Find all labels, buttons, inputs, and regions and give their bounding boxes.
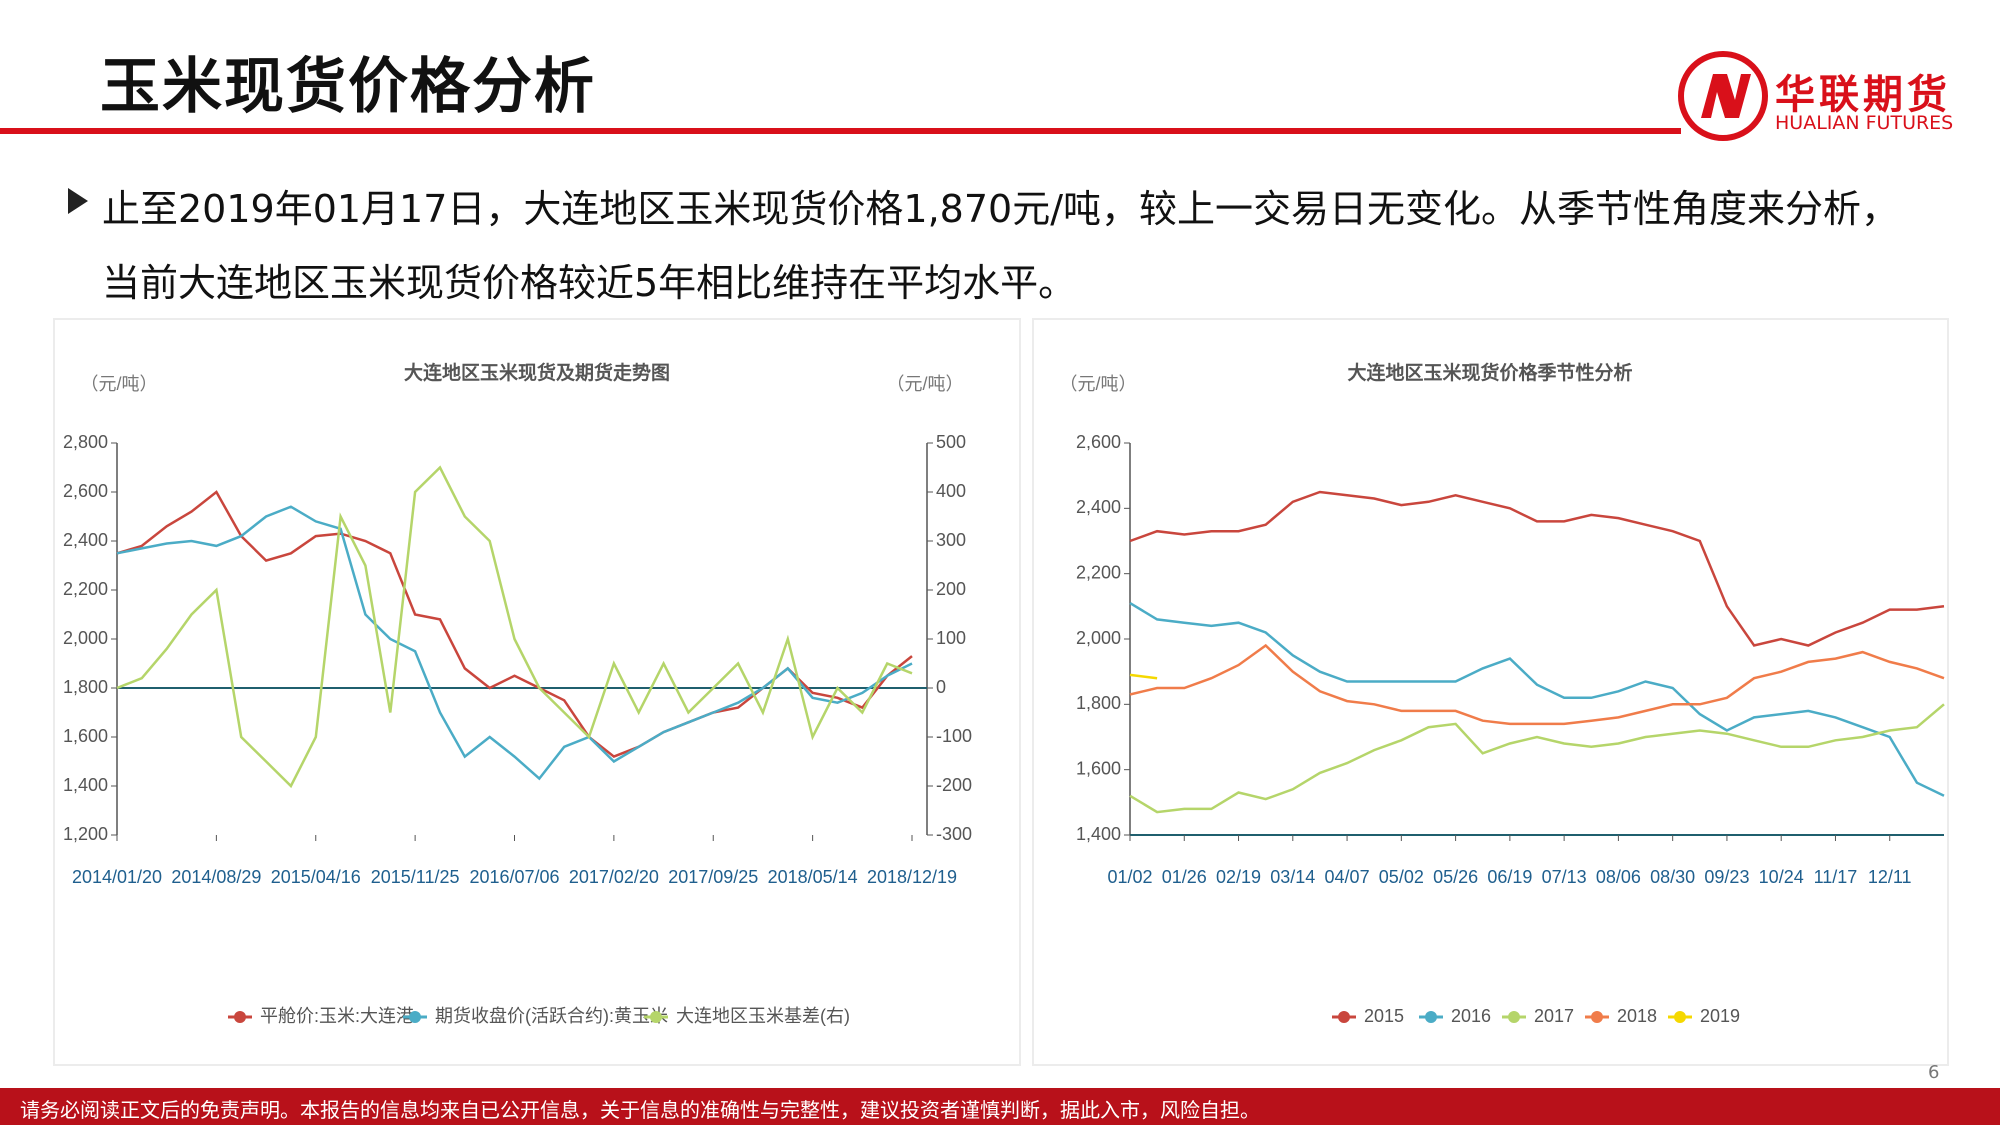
x-tick-label: 10/24	[1759, 867, 1804, 887]
y-tick-label: 1,400	[1076, 824, 1121, 844]
x-tick-label: 2017/09/25	[668, 867, 758, 887]
y-unit: （元/吨）	[80, 374, 157, 394]
legend-dot	[1591, 1011, 1603, 1023]
y2-tick-label: 400	[936, 481, 966, 501]
y-tick-label: 2,800	[63, 432, 108, 452]
series-line	[116, 465, 913, 789]
legend-label: 2019	[1700, 1006, 1740, 1026]
x-tick-label: 11/17	[1814, 867, 1858, 887]
x-tick-label: 04/07	[1325, 867, 1370, 887]
y2-tick-label: 300	[936, 530, 966, 550]
logo-text: 华联期货	[1775, 72, 1951, 118]
y-tick-label: 1,400	[63, 775, 108, 795]
y-tick-label: 2,000	[63, 628, 108, 648]
x-tick-label: 05/26	[1433, 867, 1478, 887]
legend-dot	[1338, 1011, 1350, 1023]
x-tick-label: 08/30	[1650, 867, 1695, 887]
y-tick-label: 2,600	[63, 481, 108, 501]
logo-mark	[1678, 51, 1768, 141]
series-line	[1129, 673, 1158, 680]
x-tick-label: 06/19	[1487, 867, 1532, 887]
x-tick-label: 2014/01/20	[72, 867, 162, 887]
x-tick-label: 01/26	[1162, 867, 1207, 887]
y2-tick-label: -300	[936, 824, 972, 844]
legend-label: 2016	[1451, 1006, 1491, 1026]
x-tick-label: 05/02	[1379, 867, 1424, 887]
legend-label: 期货收盘价(活跃合约):黄玉米	[435, 1006, 668, 1026]
y2-tick-label: -100	[936, 726, 972, 746]
footer-bar	[0, 1088, 2000, 1125]
x-tick-label: 2015/11/25	[371, 867, 460, 887]
y-tick-label: 1,600	[63, 726, 108, 746]
series-line	[1129, 602, 1945, 797]
page-number: 6	[1928, 1062, 1940, 1083]
x-tick-label: 07/13	[1542, 867, 1587, 887]
series-line	[1129, 703, 1945, 814]
series-line	[1129, 490, 1945, 647]
legend-label: 2015	[1364, 1006, 1404, 1026]
legend-label: 2018	[1617, 1006, 1657, 1026]
y-tick-label: 1,200	[63, 824, 108, 844]
y2-tick-label: 200	[936, 579, 966, 599]
x-tick-label: 2014/08/29	[171, 867, 261, 887]
x-tick-label: 2018/05/14	[768, 867, 858, 887]
y-tick-label: 2,000	[1076, 628, 1121, 648]
legend-dot	[1674, 1011, 1686, 1023]
title-rule	[0, 128, 1681, 134]
legend-dot	[1425, 1011, 1437, 1023]
logo-subtext: HUALIAN FUTURES	[1775, 112, 1954, 134]
legend-dot	[234, 1011, 246, 1023]
legend-dot	[409, 1011, 421, 1023]
y2-tick-label: 100	[936, 628, 966, 648]
x-tick-label: 12/11	[1868, 867, 1912, 887]
y-tick-label: 2,200	[1076, 562, 1121, 582]
y-tick-label: 2,600	[1076, 432, 1121, 452]
legend-label: 平舱价:玉米:大连港	[260, 1006, 414, 1026]
bullet-icon	[68, 188, 88, 214]
series-line	[1129, 643, 1945, 726]
y2-tick-label: 0	[936, 677, 946, 697]
x-tick-label: 03/14	[1270, 867, 1315, 887]
x-tick-label: 02/19	[1216, 867, 1261, 887]
disclaimer: 请务必阅读正文后的免责声明。本报告的信息均来自已公开信息，关于信息的准确性与完整…	[20, 1098, 1260, 1122]
x-tick-label: 2015/04/16	[271, 867, 361, 887]
y-tick-label: 2,200	[63, 579, 108, 599]
legend-dot	[1508, 1011, 1520, 1023]
x-tick-label: 2016/07/06	[469, 867, 559, 887]
y2-tick-label: -200	[936, 775, 972, 795]
y-unit: （元/吨）	[1059, 374, 1136, 394]
legend-label: 大连地区玉米基差(右)	[676, 1006, 850, 1026]
y-tick-label: 1,800	[63, 677, 108, 697]
legend-label: 2017	[1534, 1006, 1574, 1026]
y2-unit: （元/吨）	[886, 374, 963, 394]
y-tick-label: 2,400	[63, 530, 108, 550]
chart-title: 大连地区玉米现货及期货走势图	[404, 361, 670, 384]
bullet-text: 止至2019年01月17日，大连地区玉米现货价格1,870元/吨，较上一交易日无…	[102, 187, 1900, 305]
y2-tick-label: 500	[936, 432, 966, 452]
x-tick-label: 08/06	[1596, 867, 1641, 887]
series-line	[116, 505, 913, 781]
y-tick-label: 1,600	[1076, 758, 1121, 778]
x-tick-label: 09/23	[1704, 867, 1749, 887]
y-tick-label: 1,800	[1076, 693, 1121, 713]
chart-title: 大连地区玉米现货价格季节性分析	[1347, 361, 1632, 384]
slide-title: 玉米现货价格分析	[100, 52, 596, 122]
x-tick-label: 01/02	[1107, 867, 1152, 887]
x-tick-label: 2017/02/20	[569, 867, 659, 887]
legend-dot	[650, 1011, 662, 1023]
y-tick-label: 2,400	[1076, 497, 1121, 517]
x-tick-label: 2018/12/19	[867, 867, 957, 887]
